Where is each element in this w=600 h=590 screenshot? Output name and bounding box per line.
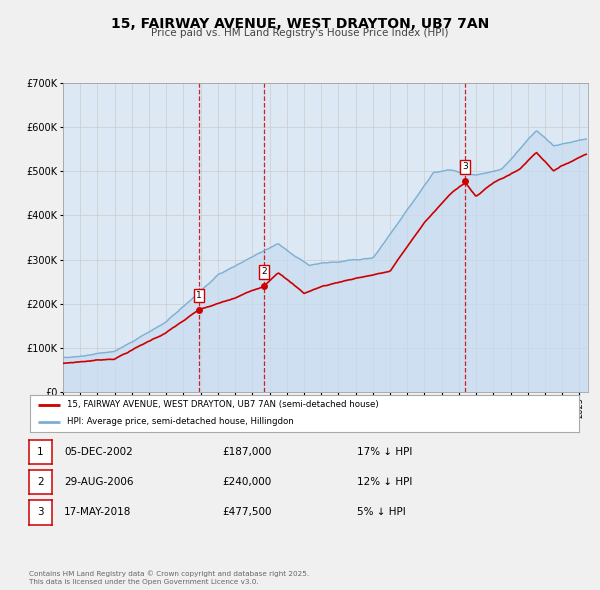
Text: 15, FAIRWAY AVENUE, WEST DRAYTON, UB7 7AN (semi-detached house): 15, FAIRWAY AVENUE, WEST DRAYTON, UB7 7A… (67, 400, 379, 409)
Text: 17-MAY-2018: 17-MAY-2018 (64, 507, 131, 517)
Text: £477,500: £477,500 (222, 507, 271, 517)
Text: £240,000: £240,000 (222, 477, 271, 487)
Text: 17% ↓ HPI: 17% ↓ HPI (357, 447, 412, 457)
Text: 3: 3 (37, 507, 44, 517)
Text: 1: 1 (196, 291, 202, 300)
Text: £187,000: £187,000 (222, 447, 271, 457)
Text: HPI: Average price, semi-detached house, Hillingdon: HPI: Average price, semi-detached house,… (67, 417, 294, 427)
Text: 2: 2 (37, 477, 44, 487)
Text: Contains HM Land Registry data © Crown copyright and database right 2025.
This d: Contains HM Land Registry data © Crown c… (29, 571, 309, 585)
Text: 29-AUG-2006: 29-AUG-2006 (64, 477, 134, 487)
Text: 2: 2 (261, 267, 266, 276)
Text: 15, FAIRWAY AVENUE, WEST DRAYTON, UB7 7AN: 15, FAIRWAY AVENUE, WEST DRAYTON, UB7 7A… (111, 17, 489, 31)
Text: 3: 3 (463, 162, 468, 171)
Text: 5% ↓ HPI: 5% ↓ HPI (357, 507, 406, 517)
Text: 12% ↓ HPI: 12% ↓ HPI (357, 477, 412, 487)
Text: 1: 1 (37, 447, 44, 457)
Text: Price paid vs. HM Land Registry's House Price Index (HPI): Price paid vs. HM Land Registry's House … (151, 28, 449, 38)
Text: 05-DEC-2002: 05-DEC-2002 (64, 447, 133, 457)
